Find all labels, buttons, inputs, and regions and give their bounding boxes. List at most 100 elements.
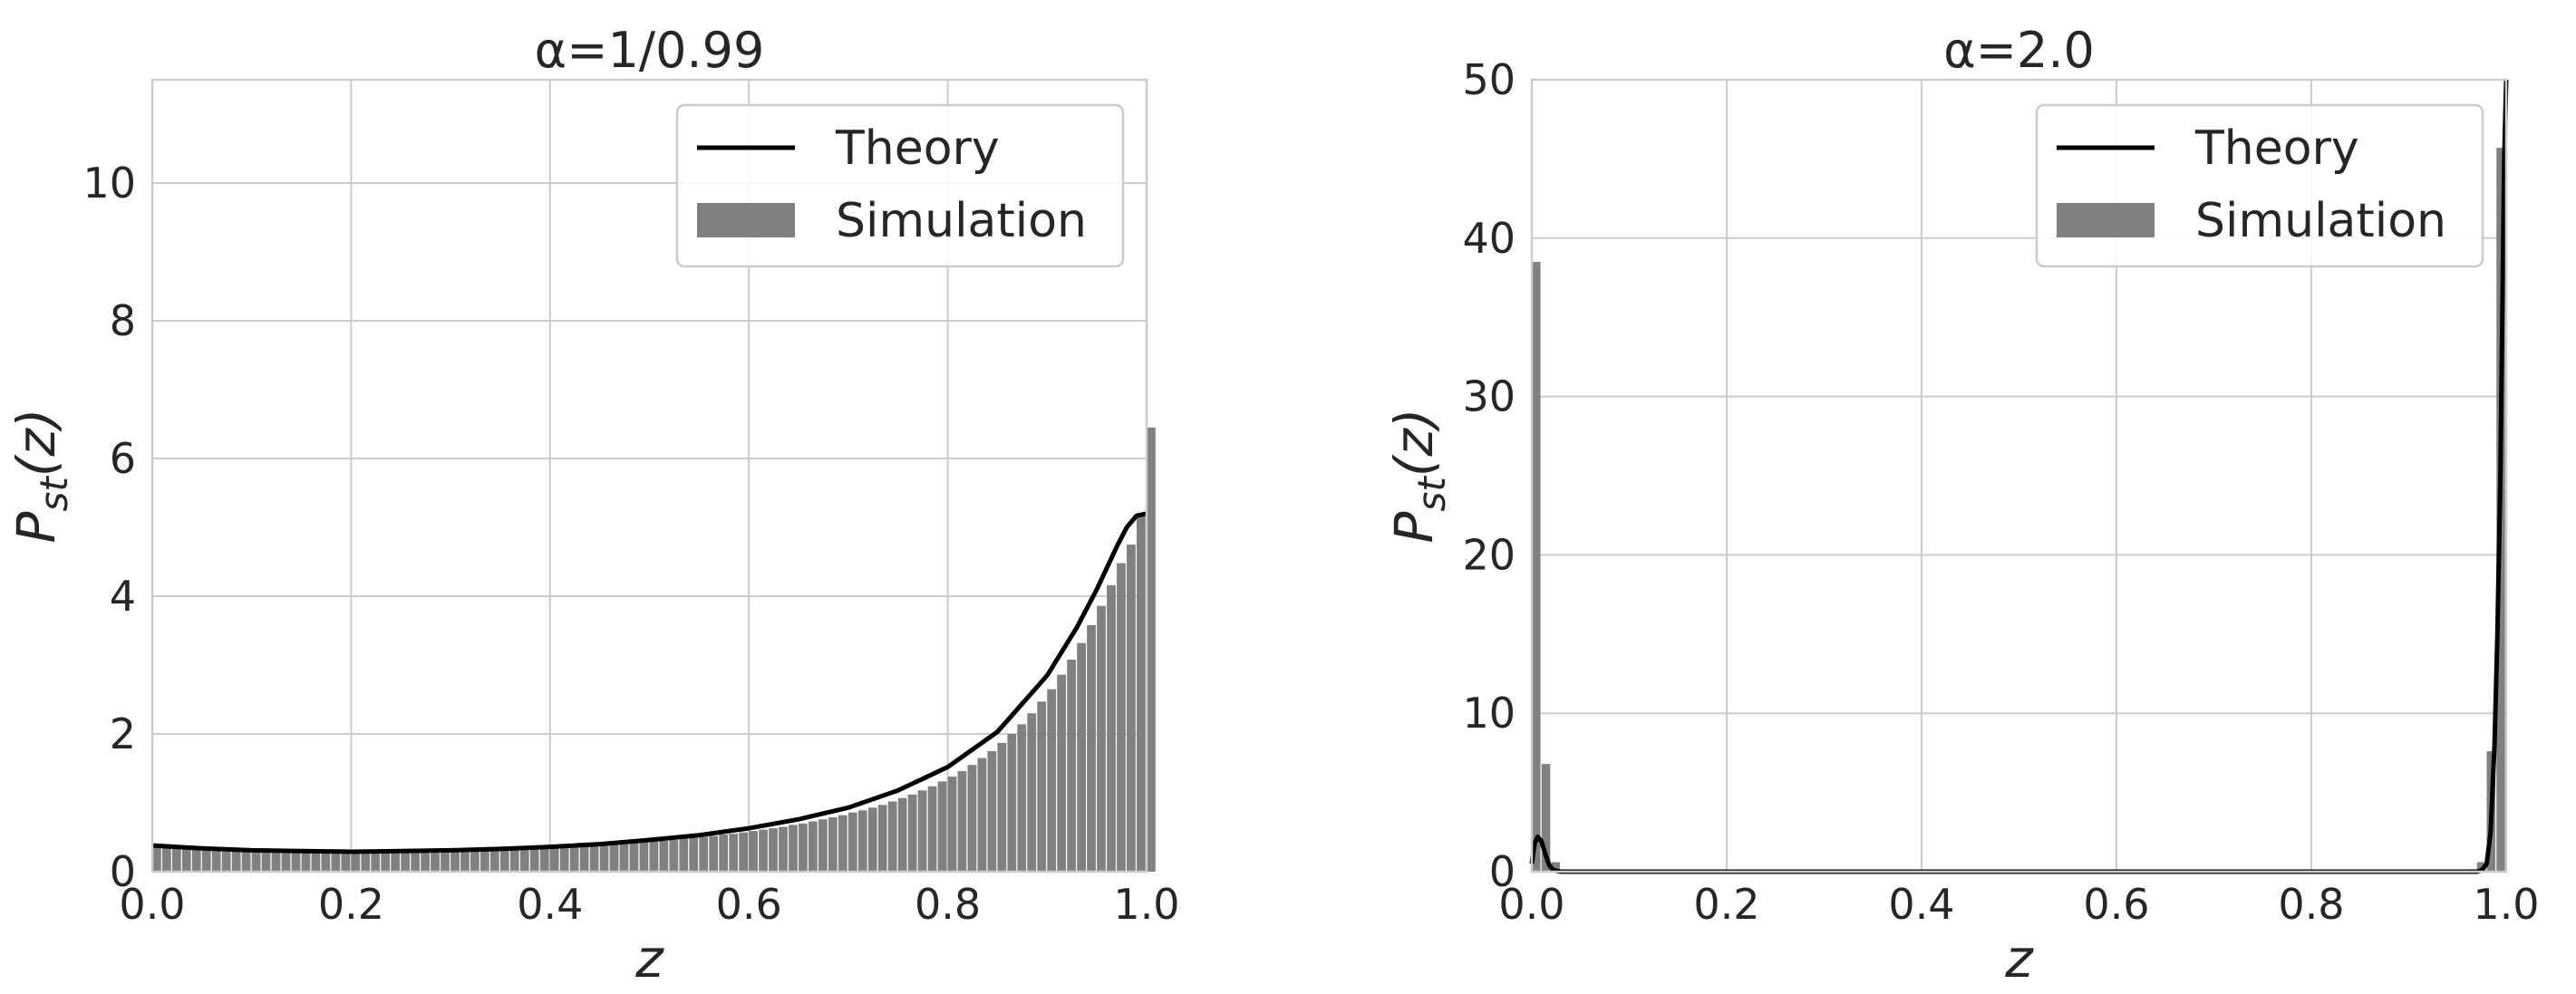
simulation-bar [719, 834, 729, 872]
x-tick-label: 0.6 [2083, 880, 2149, 929]
simulation-bar [857, 810, 867, 872]
y-axis-label-tail: (z) [5, 408, 67, 477]
y-tick-label: 10 [1462, 689, 1516, 738]
simulation-bar [191, 848, 201, 872]
simulation-bar [1007, 734, 1017, 872]
simulation-bar [519, 848, 529, 872]
simulation-bar [1532, 262, 1541, 872]
simulation-bar [351, 852, 361, 872]
y-axis-label-main: P [5, 512, 67, 544]
simulation-bar [619, 843, 629, 872]
simulation-bar [669, 840, 679, 872]
x-axis-label: z [634, 928, 664, 989]
simulation-bar [1097, 605, 1106, 872]
theory-line [151, 511, 1148, 854]
simulation-bar [867, 807, 877, 872]
simulation-bar [251, 850, 261, 872]
simulation-bar [789, 825, 798, 872]
simulation-bar [1037, 701, 1047, 872]
legend-theory-label: Theory [2194, 121, 2359, 176]
simulation-bar [371, 852, 381, 872]
x-tick-label: 0.8 [2278, 880, 2344, 929]
legend: Theory Simulation [675, 103, 1125, 268]
simulation-bar [729, 834, 739, 872]
simulation-bar [699, 836, 709, 872]
simulation-bar [739, 832, 748, 872]
simulation-bar [1077, 642, 1086, 872]
simulation-bar [1137, 513, 1146, 872]
y-axis-label-main: P [1383, 512, 1445, 544]
simulation-bar [1551, 862, 1561, 872]
chart-title: α=2.0 [1943, 22, 2095, 79]
simulation-bar [809, 821, 818, 872]
x-tick-label: 0.0 [1498, 880, 1564, 929]
simulation-bar [877, 805, 887, 872]
simulation-bar [241, 850, 251, 872]
legend-simulation-label: Simulation [2195, 194, 2446, 248]
simulation-bar [549, 847, 559, 872]
simulation-bar [331, 852, 341, 872]
simulation-bar [529, 848, 539, 872]
simulation-bar [997, 742, 1007, 872]
simulation-bar [161, 847, 171, 872]
simulation-bar [2476, 862, 2486, 872]
simulation-bar [639, 842, 649, 872]
simulation-bar [152, 847, 161, 872]
simulation-bar [927, 786, 937, 872]
simulation-bar [709, 835, 719, 872]
simulation-bar [779, 826, 788, 872]
simulation-bar [838, 815, 847, 872]
simulation-bar [1541, 764, 1551, 872]
x-axis-label: z [2004, 928, 2034, 989]
simulation-bar [321, 851, 331, 872]
simulation-bar [887, 801, 897, 872]
simulation-bar [201, 848, 211, 872]
simulation-bar [1047, 689, 1057, 872]
simulation-bar [401, 851, 411, 872]
simulation-bar [499, 849, 509, 872]
simulation-bar [679, 838, 689, 872]
x-tick-label: 1.0 [2473, 880, 2539, 929]
simulation-bar [917, 790, 927, 872]
simulation-bar [937, 781, 947, 872]
simulation-bar [411, 851, 420, 872]
legend: Theory Simulation [2035, 103, 2484, 268]
simulation-bar [211, 848, 221, 872]
simulation-bar [1107, 584, 1116, 872]
simulation-bar [231, 849, 241, 872]
simulation-bar [987, 751, 997, 872]
simulation-bar [391, 852, 401, 872]
simulation-bar [431, 851, 440, 872]
y-tick-label: 50 [1462, 55, 1516, 104]
simulation-bar [1057, 674, 1067, 872]
simulation-bar [539, 848, 549, 872]
simulation-bar [769, 828, 778, 872]
simulation-bar [897, 797, 907, 872]
simulation-bar [957, 771, 967, 872]
simulation-bar [599, 844, 609, 872]
x-tick-label: 0.2 [1693, 880, 1759, 929]
plot-frame [150, 78, 1148, 873]
simulation-bar [460, 851, 470, 872]
simulation-bar [759, 829, 768, 872]
simulation-bar [569, 846, 579, 872]
simulation-bar [291, 851, 301, 872]
simulation-bar [977, 758, 987, 872]
simulation-bar [221, 849, 231, 872]
simulation-bar [1147, 427, 1156, 872]
y-tick-label: 4 [110, 572, 136, 621]
y-tick-label: 20 [1462, 530, 1516, 579]
x-tick-label: 0.4 [1888, 880, 1954, 929]
simulation-bar [421, 851, 430, 872]
simulation-bar [907, 794, 917, 872]
simulation-bar [559, 846, 569, 872]
simulation-bar [311, 851, 321, 872]
y-tick-label: 10 [82, 159, 136, 207]
y-tick-label: 0 [110, 847, 136, 896]
simulation-bar [818, 819, 828, 872]
chart-panel-alpha-1-over-0.99: 0.0 0.2 0.4 0.6 0.8 1.0 0 2 4 6 8 10 α=1/0.99 z Pst(z)… [5, 22, 1180, 989]
simulation-bar [589, 845, 599, 872]
x-tick-label: 0.0 [119, 880, 185, 929]
simulation-bar [271, 851, 281, 872]
simulation-bar [489, 849, 499, 872]
